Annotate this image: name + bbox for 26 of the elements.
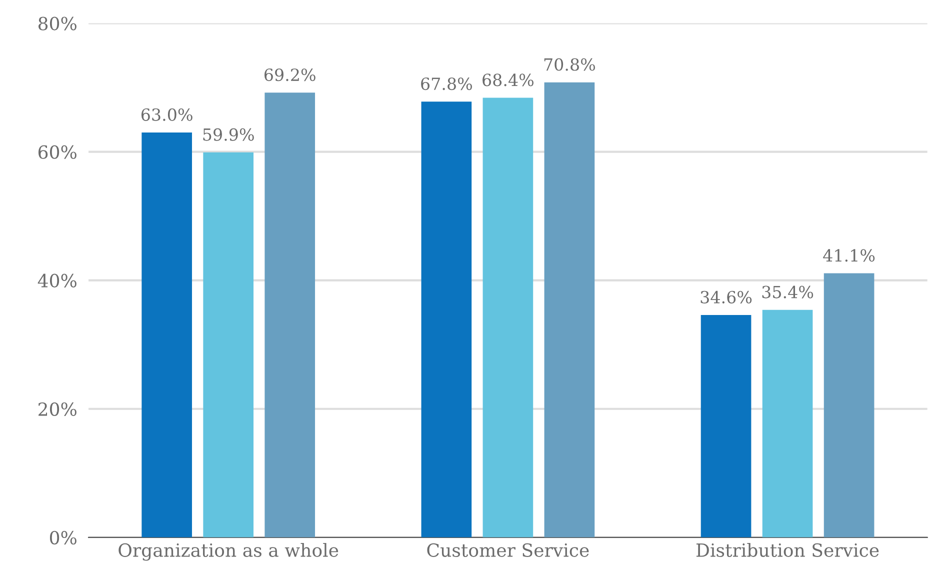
y-tick-label: 80% — [38, 16, 76, 30]
data-label: 34.6% — [700, 290, 752, 304]
y-tick-label: 60% — [38, 145, 76, 159]
bar — [824, 273, 874, 538]
y-tick-label: 0% — [50, 530, 76, 545]
bar — [544, 82, 595, 538]
data-label: 70.8% — [544, 58, 596, 71]
bar — [142, 132, 192, 538]
bar — [482, 98, 534, 538]
data-label: 59.9% — [203, 128, 254, 141]
data-label: 69.2% — [264, 68, 316, 82]
x-tick-label: Distribution Service — [696, 542, 879, 557]
bar — [264, 92, 316, 538]
x-tick-label: Customer Service — [427, 543, 589, 557]
data-label: 35.4% — [762, 286, 814, 298]
bar — [203, 152, 254, 538]
data-label: 68.4% — [482, 74, 534, 86]
x-tick-label: Organization as a whole — [118, 542, 338, 561]
bar — [700, 315, 752, 538]
y-tick-label: 20% — [38, 402, 76, 416]
data-label: 67.8% — [421, 77, 472, 90]
y-tick-label: 40% — [38, 274, 76, 288]
bar — [762, 310, 813, 538]
data-label: 41.1% — [823, 249, 875, 262]
bar — [421, 102, 472, 538]
data-label: 63.0% — [141, 108, 192, 121]
